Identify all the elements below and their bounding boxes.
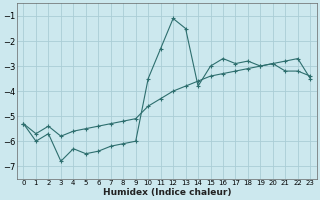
X-axis label: Humidex (Indice chaleur): Humidex (Indice chaleur) — [103, 188, 231, 197]
